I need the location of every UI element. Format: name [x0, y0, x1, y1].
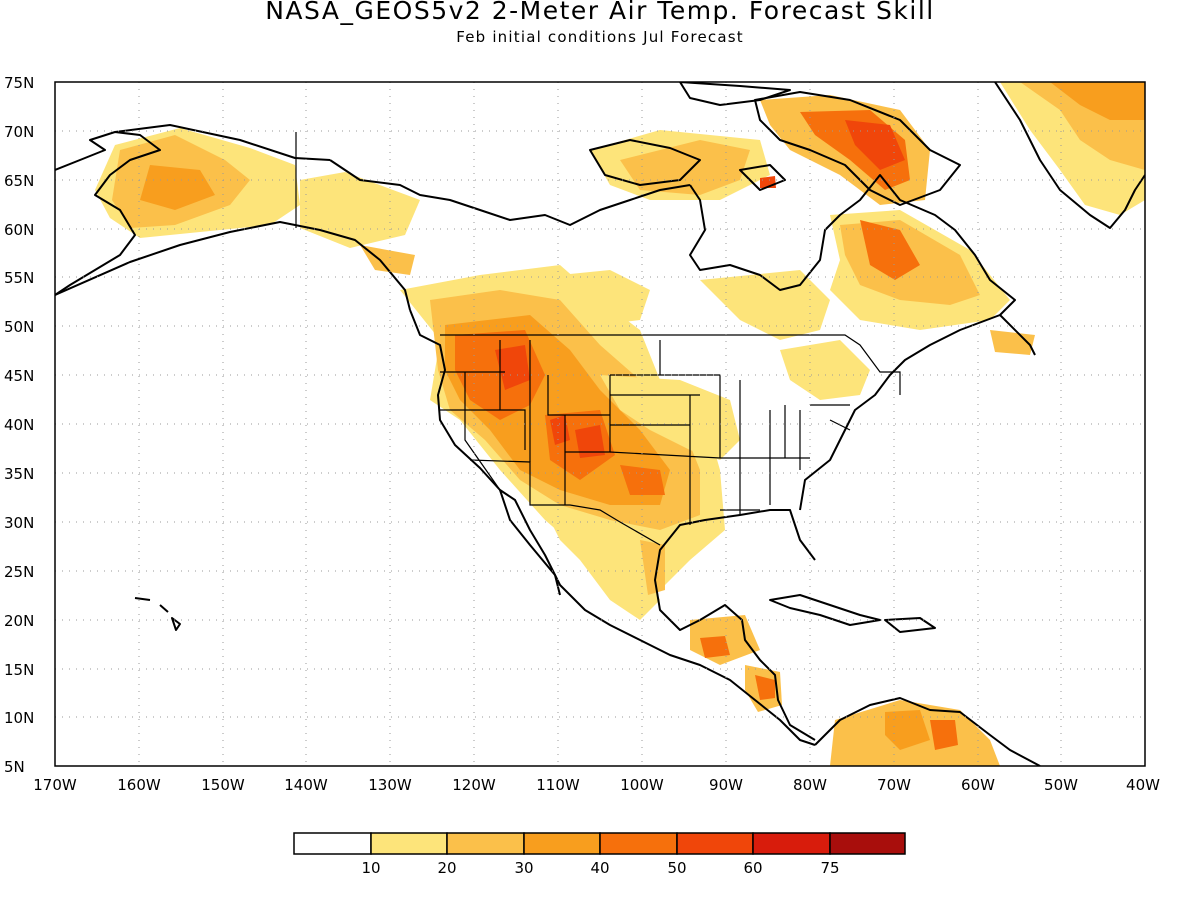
shade-mexico-20 [545, 510, 660, 620]
lon-tick-label: 90W [709, 776, 743, 794]
shade-texas-50 [620, 465, 665, 495]
lon-tick-label: 100W [620, 776, 664, 794]
lat-tick-label: 25N [4, 563, 34, 581]
shade-honduras-50 [755, 675, 775, 700]
lon-tick-label: 160W [117, 776, 161, 794]
coast-baffin [754, 91, 961, 206]
lon-tick-label: 170W [33, 776, 77, 794]
colorbar-label: 10 [361, 859, 380, 877]
map-title: NASA_GEOS5v2 2-Meter Air Temp. Forecast … [265, 0, 935, 25]
border-us-canada [440, 334, 901, 395]
lon-tick-label: 150W [201, 776, 245, 794]
coast-south-america [814, 697, 1041, 766]
lon-tick-label: 120W [452, 776, 496, 794]
shade-nm-60 [575, 425, 605, 458]
lat-tick-label: 10N [4, 709, 34, 727]
coast-labrador [689, 174, 1016, 316]
coast-ellesmere [679, 82, 791, 106]
coast-alaska-west [55, 131, 161, 296]
shade-baffin-60 [845, 120, 905, 170]
colorbar-label: 75 [820, 859, 839, 877]
lat-tick-label: 75N [4, 74, 34, 92]
coast-baja [499, 489, 561, 596]
colorbar-swatch [370, 832, 448, 855]
plot-frame [54, 81, 1146, 767]
shade-lakes-20 [780, 340, 870, 400]
shade-hudson-20 [560, 270, 650, 325]
colorbar-label: 20 [437, 859, 456, 877]
shade-yucatan-50 [700, 636, 730, 658]
colorbar-swatch [446, 832, 525, 855]
lon-tick-label: 130W [368, 776, 412, 794]
lon-tick-label: 40W [1126, 776, 1160, 794]
lat-tick-label: 55N [4, 269, 34, 287]
shade-greenland-40 [1050, 82, 1145, 120]
colorbar-swatch [599, 832, 678, 855]
lat-tick-label: 60N [4, 221, 34, 239]
coast-hispaniola [884, 617, 936, 633]
shade-newfoundland-30 [990, 330, 1035, 355]
coast-gulf-alaska [55, 221, 411, 311]
lat-tick-label: 15N [4, 661, 34, 679]
colorbar-swatch [523, 832, 601, 855]
lon-tick-label: 80W [793, 776, 827, 794]
lon-axis: 170W 160W 150W 140W 130W 120W 110W 100W … [33, 776, 1160, 794]
coast-gulf-mexico [654, 509, 816, 741]
shade-samerica-40 [885, 710, 930, 750]
shade-samerica-50 [930, 720, 958, 750]
shade-labrador-50 [860, 220, 920, 280]
coast-hawaii [134, 597, 181, 631]
lon-tick-label: 60W [961, 776, 995, 794]
colorbar-label: 30 [514, 859, 533, 877]
lat-tick-label: 40N [4, 416, 34, 434]
coast-hudson-west [329, 159, 691, 226]
lat-tick-label: 70N [4, 123, 34, 141]
lat-tick-label: 30N [4, 514, 34, 532]
skill-shading [95, 82, 1145, 766]
lat-tick-label: 20N [4, 612, 34, 630]
colorbar-label: 60 [743, 859, 762, 877]
lon-tick-label: 110W [536, 776, 580, 794]
lon-tick-label: 70W [877, 776, 911, 794]
coast-pacific [409, 309, 816, 746]
colorbar-swatch [829, 832, 906, 855]
shade-oregon-60 [495, 345, 530, 390]
shade-alaska-40 [140, 165, 215, 210]
colorbar: 10 20 30 40 50 60 75 [293, 832, 906, 877]
lat-tick-label: 65N [4, 172, 34, 190]
lat-tick-label: 45N [4, 367, 34, 385]
colorbar-swatch [293, 832, 372, 855]
lat-tick-label: 5N [4, 758, 25, 776]
border-states-west [440, 340, 611, 505]
lat-tick-label: 35N [4, 465, 34, 483]
shade-plains-20 [600, 375, 740, 460]
coast-greenland [994, 82, 1145, 229]
colorbar-swatch [752, 832, 831, 855]
colorbar-label: 40 [590, 859, 609, 877]
lon-tick-label: 50W [1044, 776, 1078, 794]
shade-bc-30 [360, 245, 415, 275]
coast-victoria-island [589, 139, 701, 186]
coast-cuba [769, 594, 881, 626]
lon-tick-label: 140W [284, 776, 328, 794]
colorbar-swatch [676, 832, 754, 855]
shade-yukon-20 [300, 172, 420, 248]
lat-axis: 75N 70N 65N 60N 55N 50N 45N 40N 35N 30N … [4, 74, 34, 776]
lat-tick-label: 50N [4, 318, 34, 336]
coast-alaska-north [114, 124, 331, 161]
political-borders [295, 132, 901, 546]
shade-arctic-30 [620, 140, 750, 195]
map-subtitle: Feb initial conditions Jul Forecast [456, 28, 744, 46]
coastlines [55, 82, 1145, 766]
shade-ontario-20 [700, 270, 830, 340]
border-states-east [739, 380, 851, 515]
colorbar-label: 50 [667, 859, 686, 877]
coast-southampton [739, 164, 786, 191]
